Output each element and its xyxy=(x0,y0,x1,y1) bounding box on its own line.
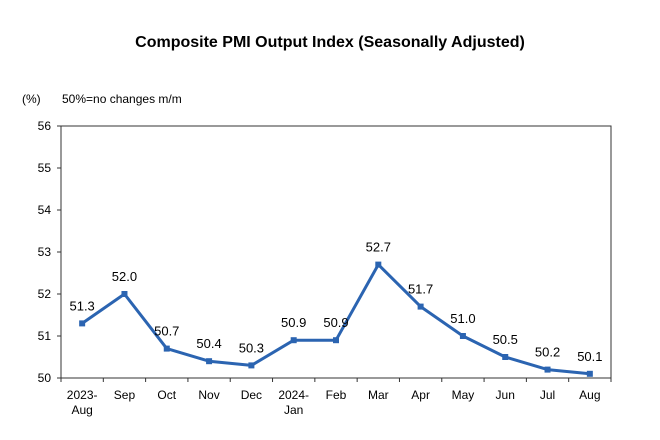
x-tick-label: Jun xyxy=(496,388,515,402)
x-tick-label: 2024-Jan xyxy=(278,388,309,417)
x-tick-label: 2023-Aug xyxy=(67,388,98,417)
y-tick-label: 53 xyxy=(38,245,52,259)
data-point-marker xyxy=(206,358,213,365)
data-point-marker xyxy=(163,345,170,352)
x-tick-label: May xyxy=(452,388,475,402)
data-label: 50.9 xyxy=(281,315,306,330)
data-label: 50.9 xyxy=(323,315,348,330)
y-tick-label: 51 xyxy=(38,329,52,343)
chart-title: Composite PMI Output Index (Seasonally A… xyxy=(135,34,525,51)
y-tick-label: 50 xyxy=(38,371,52,385)
data-label: 51.0 xyxy=(450,311,475,326)
data-point-marker xyxy=(79,320,86,327)
data-label: 52.0 xyxy=(112,269,137,284)
y-tick-label: 52 xyxy=(38,287,52,301)
data-label: 51.3 xyxy=(69,298,94,313)
data-point-marker xyxy=(459,333,466,339)
chart-annotation: 50%=no changes m/m xyxy=(62,92,182,106)
data-label: 50.5 xyxy=(493,332,518,347)
data-point-marker xyxy=(586,370,593,377)
x-tick-label: Sep xyxy=(114,388,136,402)
data-label: 51.7 xyxy=(408,282,433,297)
x-tick-label: Oct xyxy=(157,388,176,402)
x-tick-label: Apr xyxy=(411,388,430,402)
data-label: 50.2 xyxy=(535,345,560,360)
data-point-marker xyxy=(544,366,551,373)
x-tick-label: Feb xyxy=(326,388,347,402)
data-point-marker xyxy=(417,303,424,310)
x-tick-label: Aug xyxy=(579,388,600,402)
x-tick-label: Dec xyxy=(241,388,262,402)
data-point-marker xyxy=(375,261,382,268)
y-tick-label: 55 xyxy=(38,161,52,175)
data-point-marker xyxy=(248,362,255,369)
x-tick-label: Nov xyxy=(198,388,219,402)
data-point-marker xyxy=(290,337,297,344)
data-point-marker xyxy=(121,291,128,297)
data-label: 50.1 xyxy=(577,349,602,364)
x-tick-label: Jul xyxy=(540,388,555,402)
data-point-marker xyxy=(502,354,509,360)
data-label: 50.3 xyxy=(239,340,264,355)
data-point-marker xyxy=(333,337,339,344)
y-tick-label: 56 xyxy=(38,119,52,133)
data-label: 50.4 xyxy=(196,336,221,351)
y-tick-label: 54 xyxy=(38,203,52,217)
data-label: 50.7 xyxy=(154,324,179,339)
y-axis-unit-label: (%) xyxy=(22,92,41,106)
data-label: 52.7 xyxy=(366,240,391,255)
x-tick-label: Mar xyxy=(368,388,389,402)
